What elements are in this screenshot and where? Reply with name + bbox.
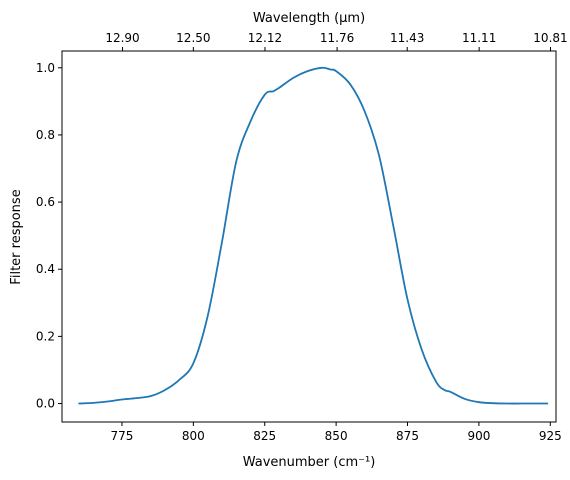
x-tick-label: 900 <box>467 429 490 443</box>
x-tick-label: 825 <box>253 429 276 443</box>
plot-area <box>61 50 557 423</box>
x-tick-label: 850 <box>325 429 348 443</box>
series-line-0 <box>78 66 549 405</box>
y-tick-label: 1.0 <box>36 61 55 75</box>
top-x-tick-label: 12.90 <box>105 31 139 45</box>
top-x-tick-label: 12.12 <box>248 31 282 45</box>
y-tick-label: 0.0 <box>36 397 55 411</box>
y-tick-label: 0.8 <box>36 128 55 142</box>
ticks-layer: 775 800 825 850 875 900 925 0.0 0.2 0.4 0.6 0.8 1.0 1… <box>36 31 568 443</box>
y-tick-label: 0.4 <box>36 262 55 276</box>
top-x-tick-label: 11.43 <box>390 31 424 45</box>
top-x-tick-label: 11.11 <box>462 31 496 45</box>
x-axis-title: Wavenumber (cm⁻¹) <box>243 455 376 470</box>
y-tick-label: 0.6 <box>36 195 55 209</box>
y-tick-label: 0.2 <box>36 329 55 343</box>
x-tick-label: 775 <box>111 429 134 443</box>
x-tick-label: 875 <box>396 429 419 443</box>
top-x-axis-title: Wavelength (μm) <box>253 11 365 26</box>
y-axis-title: Filter response <box>9 189 24 284</box>
top-x-tick-label: 12.50 <box>176 31 210 45</box>
top-x-tick-label: 11.76 <box>320 31 354 45</box>
x-tick-label: 800 <box>182 429 205 443</box>
x-tick-label: 925 <box>539 429 562 443</box>
top-x-tick-label: 10.81 <box>533 31 567 45</box>
series-layer <box>78 66 549 405</box>
